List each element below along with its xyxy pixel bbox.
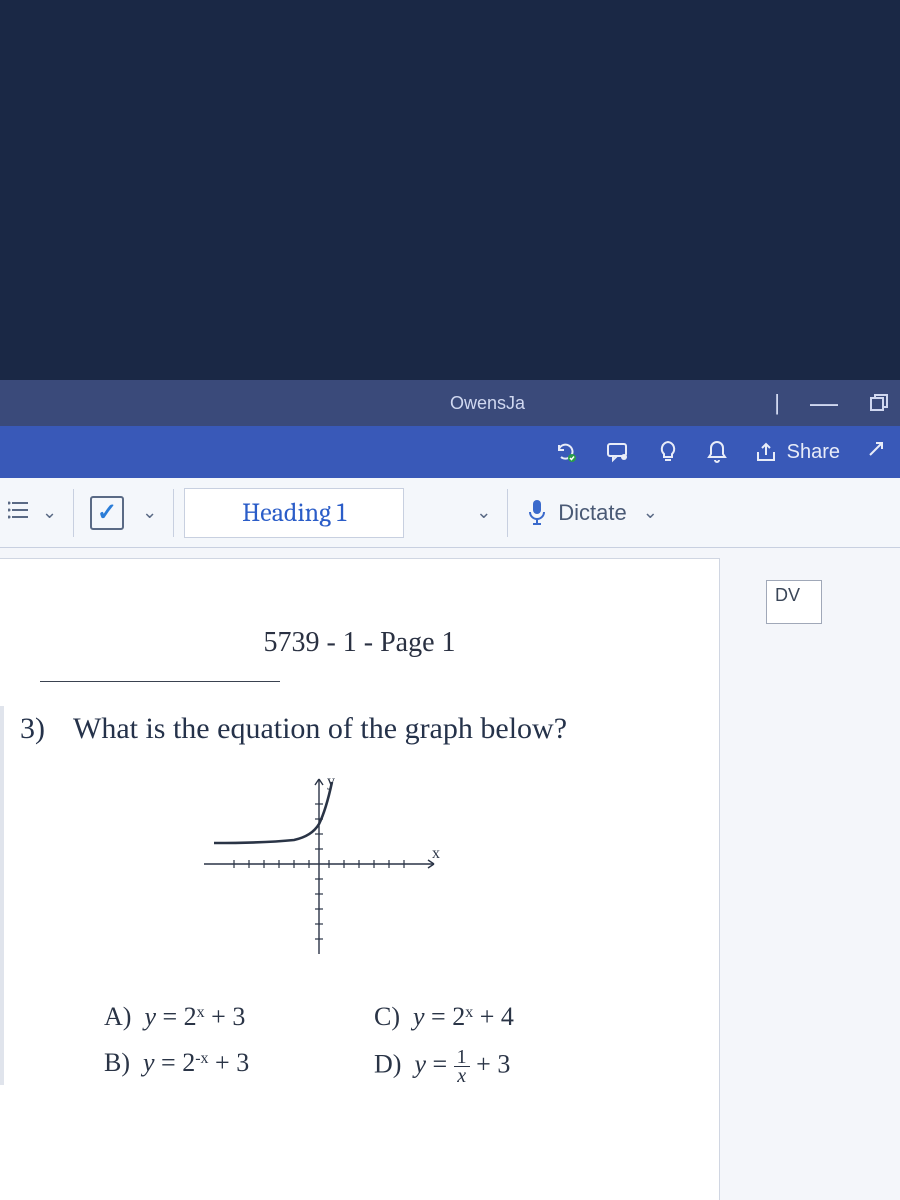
page-title: 5739 - 1 - Page 1 [0,559,719,681]
graph-figure: y x [14,764,719,982]
bell-icon[interactable] [705,439,729,465]
answer-D: D) y = 1x + 3 [374,1048,634,1085]
bullets-icon[interactable] [6,496,30,529]
svg-text:y: y [327,773,335,790]
sync-icon[interactable] [553,439,579,465]
chevron-down-icon-2[interactable]: ⌄ [136,496,163,529]
chevron-down-icon[interactable]: ⌄ [36,496,63,529]
document-area: DV 5739 - 1 - Page 1 3) What is the equa… [0,548,900,1200]
question-block: 3) What is the equation of the graph bel… [0,706,719,1085]
share-label: Share [787,441,840,464]
styles-ribbon: ⌄ ✓ ⌄ Heading 1 ⌄ Dictate ⌄ [0,478,900,548]
dictate-label: Dictate [558,500,626,526]
question-text: What is the equation of the graph below? [73,712,567,746]
answer-B: B) y = 2-x + 3 [104,1048,364,1085]
question-number: 3) [20,712,45,746]
chevron-down-icon-3[interactable]: ⌄ [470,496,497,529]
desktop-background [0,0,900,380]
minimize-button[interactable]: — [810,387,838,419]
ribbon-separator-3 [507,489,508,537]
style-label: Heading 1 [242,498,346,528]
microphone-icon [526,498,548,528]
share-button[interactable]: Share [755,441,840,464]
share-external-icon[interactable] [866,439,886,465]
answer-A: A) y = 2x + 3 [104,1002,364,1032]
lightbulb-icon[interactable] [657,439,679,465]
restore-button[interactable] [868,392,890,414]
top-ribbon: Share [0,426,900,478]
chevron-down-icon-4[interactable]: ⌄ [637,496,664,529]
dictate-button[interactable]: Dictate ⌄ [526,496,664,529]
header-underline [40,681,280,682]
title-username: OwensJa [450,393,525,414]
ribbon-separator-2 [173,489,174,537]
dv-side-box[interactable]: DV [766,580,822,624]
ribbon-separator [73,489,74,537]
answer-grid: A) y = 2x + 3 C) y = 2x + 4 B) y = 2-x +… [14,982,719,1085]
document-page[interactable]: 5739 - 1 - Page 1 3) What is the equatio… [0,558,720,1200]
answer-C: C) y = 2x + 4 [374,1002,634,1032]
svg-text:x: x [432,845,440,862]
styles-dropdown[interactable]: Heading 1 [184,488,404,538]
title-caret-icon: | [774,390,780,416]
comments-icon[interactable] [605,439,631,465]
dv-label: DV [775,585,800,605]
checkbox-toggle[interactable]: ✓ [90,496,124,530]
window-title-bar: OwensJa | — [0,380,900,426]
